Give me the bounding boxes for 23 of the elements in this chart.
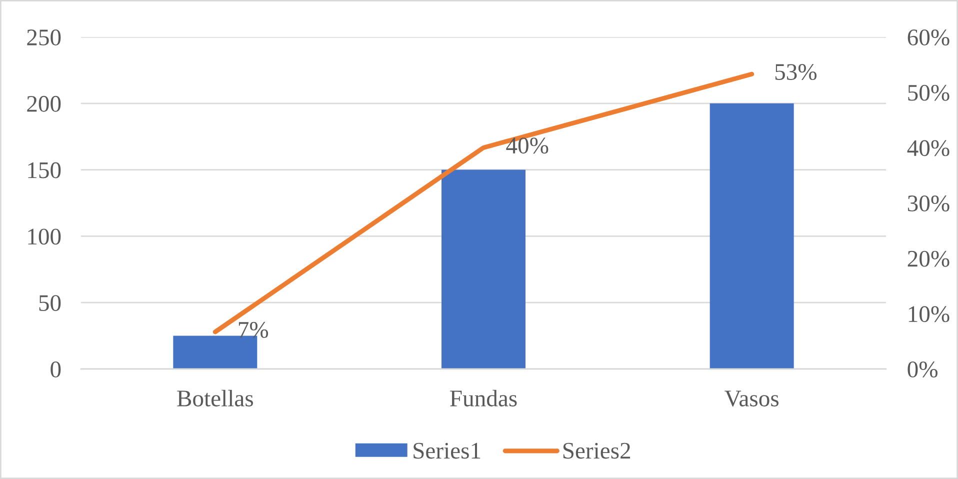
y2-tick-label: 60% (908, 29, 950, 46)
data-label: 53% (775, 64, 817, 80)
y-tick-label: 250 (27, 29, 61, 46)
y2-tick-label: 40% (907, 140, 950, 156)
y-tick-label: 100 (28, 228, 61, 245)
x-tick-label: Fundas (450, 390, 517, 406)
legend-label: Series1 (414, 442, 480, 459)
y2-tick-label: 50% (908, 84, 950, 101)
y-tick-label: 50 (39, 295, 61, 312)
y2-tick-label: 10% (908, 306, 950, 322)
bar (710, 103, 794, 369)
x-tick-label: Vasos (724, 390, 779, 407)
bar (442, 170, 526, 369)
y-tick-label: 200 (27, 96, 61, 112)
y2-tick-label: 0% (908, 361, 938, 378)
y-tick-label: 150 (28, 162, 61, 178)
y2-tick-label: 20% (908, 250, 950, 267)
y-tick-label: 0 (50, 361, 61, 378)
y2-tick-label: 30% (908, 195, 950, 212)
x-tick-label: Botellas (177, 390, 253, 406)
data-label: 40% (506, 138, 548, 154)
data-label: 7% (238, 322, 268, 338)
legend-label: Series2 (563, 442, 630, 459)
